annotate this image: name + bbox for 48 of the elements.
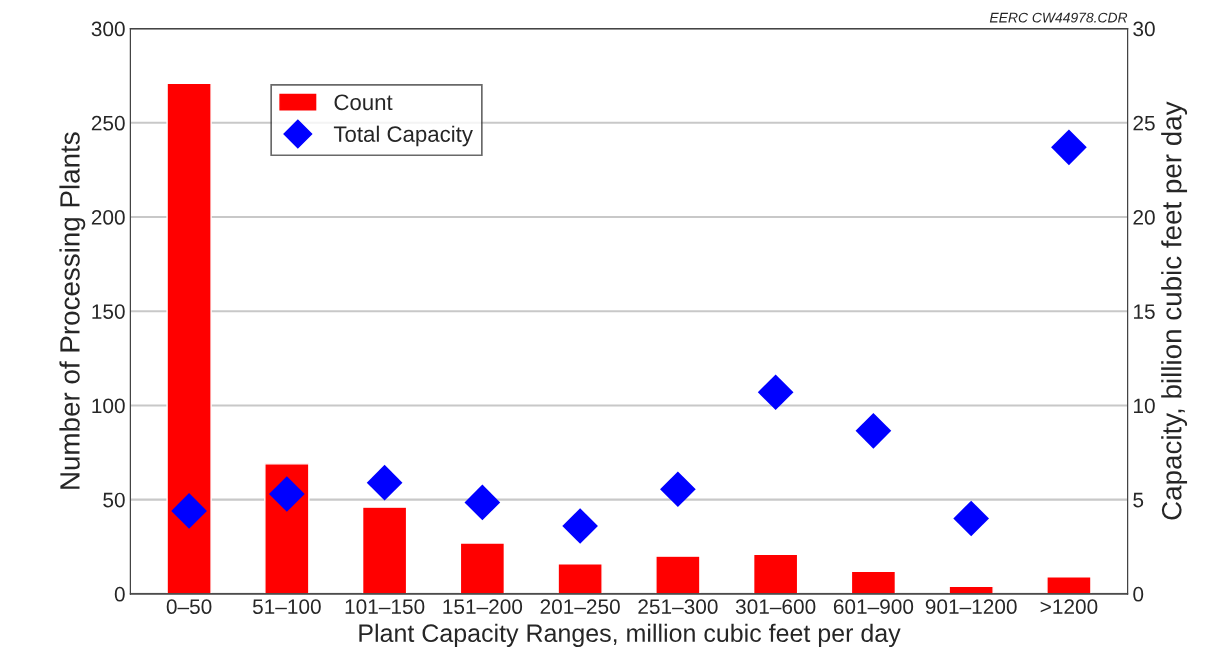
y2-tick-label: 15 (1134, 304, 1155, 319)
point (562, 508, 598, 544)
legend-label: Total Capacity (333, 125, 473, 147)
point (660, 471, 696, 508)
y2-tick-label: 0 (1133, 586, 1144, 602)
point (366, 464, 403, 501)
y2-axis-title: Capacity, billion cubic feet per day (1161, 101, 1188, 520)
y2-tick-label: 25 (1133, 115, 1155, 131)
point (757, 374, 794, 411)
x-axis-title: Plant Capacity Ranges, million cubic feet per day (359, 623, 901, 647)
y2-tick-label: 30 (1133, 21, 1155, 37)
x-tick-label: 601–900 (833, 599, 914, 615)
x-tick-label: 151–200 (443, 599, 523, 615)
y2-tick-label: 20 (1133, 210, 1155, 225)
x-tick-label: >1200 (1040, 599, 1098, 615)
point (1051, 129, 1087, 166)
x-tick-label: 51–100 (252, 599, 321, 615)
y-tick-label: 300 (91, 21, 125, 37)
bar (655, 555, 701, 594)
y-axis-title: Number of Processing Plants (59, 132, 86, 489)
bar (850, 570, 897, 594)
point (269, 476, 305, 512)
x-tick-label: 251–300 (638, 599, 718, 615)
point (464, 484, 501, 521)
text: EERC CW44978.CDR (989, 12, 1128, 23)
y2-tick-label: 5 (1133, 492, 1144, 508)
y2-tick-label: 10 (1134, 398, 1155, 414)
y-tick-label: 250 (91, 115, 125, 131)
y-tick-label: 150 (92, 304, 125, 319)
y-tick-label: 100 (92, 398, 125, 414)
x-tick-label: 0–50 (166, 599, 212, 615)
bar (361, 506, 408, 594)
y-tick-label: 200 (91, 210, 125, 225)
point (171, 493, 207, 529)
legend-label: Count (334, 94, 393, 111)
bar (752, 553, 799, 594)
bar (557, 563, 603, 594)
x-tick-label: 901–1200 (925, 599, 1017, 615)
bar (166, 82, 212, 594)
x-tick-label: 301–600 (735, 599, 816, 615)
y-tick-label: 0 (114, 586, 125, 602)
point (855, 413, 892, 449)
y-tick-label: 50 (103, 492, 125, 508)
x-tick-label: 201–250 (540, 599, 620, 615)
bar (459, 542, 506, 594)
bar (1046, 576, 1092, 594)
x-tick-label: 101–150 (345, 599, 425, 615)
point (953, 500, 989, 537)
